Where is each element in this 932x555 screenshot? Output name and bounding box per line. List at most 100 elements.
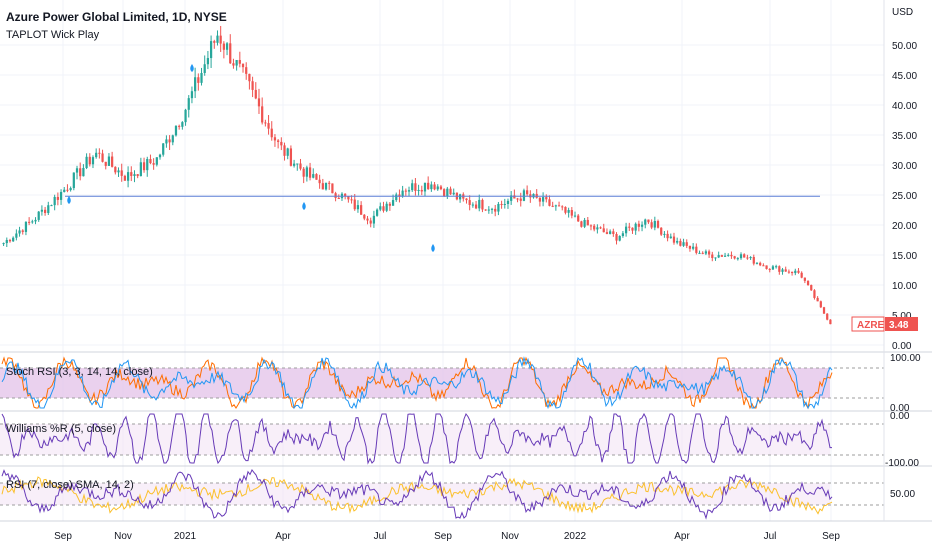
candle-body [458,194,462,200]
candle-body [443,189,446,197]
candle-body [826,313,829,320]
candle-body [698,252,701,254]
candle-body [324,182,328,190]
candle-body [382,206,385,211]
price-axis-label: 35.00 [892,131,917,142]
candle-body [398,194,401,197]
candle-body [85,156,88,168]
candle-body [701,252,704,254]
time-axis-label: Apr [275,531,291,542]
candle-body [580,221,583,227]
candle-body [82,167,85,177]
williams-band [0,424,830,455]
candle-body [669,236,672,239]
candle-body [139,162,142,177]
price-axis-label: 40.00 [892,101,917,112]
candle-body [759,262,762,266]
candle-body [593,225,596,230]
signal-markers [67,64,435,252]
candle-body [510,195,513,201]
candle-body [720,255,723,257]
candle-body [436,186,439,190]
williams-axis-bottom: -100.00 [885,458,919,469]
candle-body [155,157,158,165]
price-axis-label: 45.00 [892,71,917,82]
candle-body [88,156,91,165]
candle-body [254,89,257,99]
price-axis[interactable]: 50.00 45.00 40.00 35.00 30.00 25.00 20.00 15.00… [892,41,917,352]
candle-body [644,219,647,225]
candle-body [178,125,181,127]
candle-body [12,237,15,242]
time-axis-label: Sep [54,531,72,542]
candle-body [666,233,669,239]
candle-body [423,182,427,192]
candle-body [120,170,123,176]
candle-body [596,227,599,230]
candle-body [494,208,497,212]
candle-body [522,190,526,201]
candle-body [194,77,197,92]
candle-body [72,172,75,189]
candle-body [53,196,56,206]
stoch-rsi-label: Stoch RSI (3, 3, 14, 14, close) [6,366,153,378]
candle-body [663,233,666,235]
candle-body [69,188,72,191]
candle-body [91,157,95,165]
stoch-axis-bottom: 0.00 [890,403,910,414]
candle-body [158,154,162,158]
candle-body [171,135,174,143]
candle-body [347,196,350,200]
candle-body [810,285,813,291]
candle-body [797,270,800,273]
candle-body [790,271,794,274]
candle-body [401,190,404,197]
candle-body [407,190,411,192]
candle-body [213,41,216,43]
candle-body [404,190,407,192]
candle-body [743,254,746,258]
last-price-tag: AZRE 3.48 [851,316,918,332]
price-axis-label: 10.00 [892,281,917,292]
candle-body [615,233,618,241]
price-axis-label: 15.00 [892,251,917,262]
candle-body [98,152,101,154]
candle-body [133,174,136,176]
candle-body [468,200,471,205]
candle-body [676,240,679,243]
candle-body [216,35,219,43]
candle-body [752,256,755,264]
williams-axis-top: 0.00 [890,411,910,422]
price-tag-value: 3.48 [889,320,909,331]
candle-body [672,236,676,243]
candle-body [449,188,452,195]
candle-body [650,222,653,228]
candle-body [765,265,768,269]
time-axis-label: Jul [374,531,387,542]
price-axis-label: 25.00 [892,191,917,202]
candle-body [688,245,692,249]
candle-body [47,205,50,213]
candle-body [733,256,736,259]
candle-body [50,205,53,207]
candle-body [577,215,580,222]
candle-body [679,240,682,246]
candle-body [273,137,277,141]
candle-body [2,243,5,245]
chart-title: Azure Power Global Limited, 1D, NYSE [6,10,227,24]
candle-body [337,197,340,199]
price-axis-label: 20.00 [892,221,917,232]
candle-body [749,256,752,259]
candle-body [685,242,688,246]
candle-body [628,226,631,228]
time-axis-label: Jul [764,531,777,542]
time-axis[interactable]: Sep Nov 2021 Apr Jul Sep Nov 2022 Apr Jul Sep [54,531,840,542]
candle-body [8,239,12,242]
candle-body [554,205,557,207]
candle-body [114,166,117,173]
time-axis-label: Nov [114,531,132,542]
candle-body [736,258,739,260]
candle-body [484,209,487,211]
candle-body [806,280,810,286]
